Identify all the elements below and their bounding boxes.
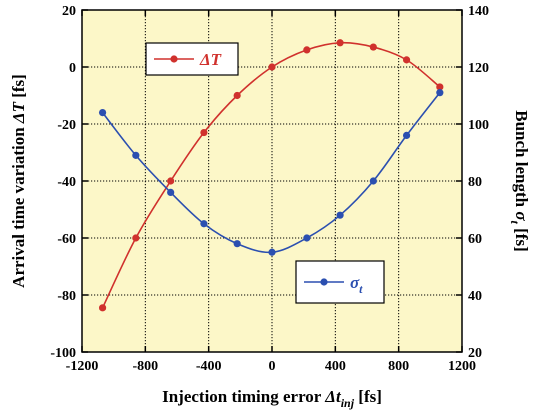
legend-marker bbox=[170, 55, 178, 63]
series-point-1 bbox=[98, 109, 107, 117]
series-point-1 bbox=[369, 177, 377, 185]
series-point-0 bbox=[268, 63, 276, 71]
y-left-tick-label: 0 bbox=[69, 61, 76, 76]
y-left-tick-label: -60 bbox=[57, 232, 76, 247]
x-tick-label: 1200 bbox=[448, 359, 476, 374]
y-right-axis-title-unit: [fs] bbox=[512, 224, 531, 252]
x-axis-title-unit: [fs] bbox=[354, 387, 382, 406]
y-right-tick-label: 140 bbox=[468, 4, 489, 19]
legend-label: ΔT bbox=[199, 50, 222, 69]
y-right-tick-label: 60 bbox=[468, 232, 482, 247]
series-point-0 bbox=[436, 83, 444, 91]
y-left-axis-title-unit: [fs] bbox=[9, 74, 28, 102]
series-point-0 bbox=[336, 39, 344, 47]
series-point-0 bbox=[98, 304, 107, 312]
series-point-1 bbox=[132, 151, 140, 159]
series-point-1 bbox=[303, 234, 311, 242]
series-point-0 bbox=[200, 128, 208, 137]
x-axis-title-text: Injection timing error bbox=[162, 387, 325, 406]
series-point-0 bbox=[132, 234, 140, 242]
series-point-0 bbox=[303, 46, 311, 54]
x-tick-label: 400 bbox=[325, 359, 346, 374]
series-point-1 bbox=[436, 89, 444, 97]
x-tick-label: -1200 bbox=[66, 359, 99, 374]
y-left-tick-label: -80 bbox=[57, 289, 76, 304]
y-left-tick-label: -40 bbox=[57, 175, 76, 190]
x-tick-label: 800 bbox=[388, 359, 409, 374]
series-point-1 bbox=[200, 220, 208, 228]
y-right-tick-label: 120 bbox=[468, 61, 489, 76]
legend-label-symbol: σ bbox=[350, 273, 360, 292]
series-point-1 bbox=[233, 240, 241, 248]
x-tick-label: -800 bbox=[132, 359, 158, 374]
legend-label: σt bbox=[350, 273, 363, 296]
x-tick-label: -400 bbox=[196, 359, 222, 374]
legend-0: ΔT bbox=[145, 42, 239, 76]
series-point-0 bbox=[233, 91, 241, 100]
series-point-1 bbox=[268, 248, 276, 256]
x-axis-title-subscript: inj bbox=[341, 396, 355, 410]
legend-marker bbox=[320, 278, 328, 286]
legend-label-subscript: t bbox=[359, 282, 363, 296]
y-left-axis-title-text: Arrival time variation bbox=[9, 123, 28, 288]
legend-label-symbol: ΔT bbox=[199, 50, 222, 69]
y-left-axis-title: Arrival time variation ΔT [fs] bbox=[9, 74, 28, 288]
y-right-axis-title-subscript: t bbox=[508, 221, 522, 225]
legend-1: σt bbox=[295, 260, 385, 304]
x-axis-title-symbol: Δt bbox=[324, 387, 342, 406]
y-right-axis-title: Bunch length σt [fs] bbox=[508, 110, 531, 251]
y-left-tick-label: -100 bbox=[50, 346, 76, 361]
x-tick-label: 0 bbox=[269, 359, 276, 374]
y-right-tick-label: 100 bbox=[468, 118, 489, 133]
y-right-axis-title-text: Bunch length bbox=[512, 110, 531, 211]
series-point-1 bbox=[336, 211, 344, 219]
y-right-tick-label: 40 bbox=[468, 289, 482, 304]
series-point-0 bbox=[369, 43, 377, 51]
y-left-axis-title-symbol: ΔT bbox=[9, 101, 28, 124]
series-point-1 bbox=[402, 131, 411, 139]
series-point-0 bbox=[402, 56, 411, 64]
series-point-1 bbox=[167, 188, 175, 196]
y-right-tick-label: 20 bbox=[468, 346, 482, 361]
y-left-tick-label: -20 bbox=[57, 118, 76, 133]
y-right-axis-title-symbol: σ bbox=[512, 211, 531, 221]
y-left-tick-label: 20 bbox=[62, 4, 76, 19]
series-point-0 bbox=[167, 177, 175, 185]
y-right-tick-label: 80 bbox=[468, 175, 482, 190]
x-axis-title: Injection timing error Δtinj [fs] bbox=[162, 387, 382, 410]
